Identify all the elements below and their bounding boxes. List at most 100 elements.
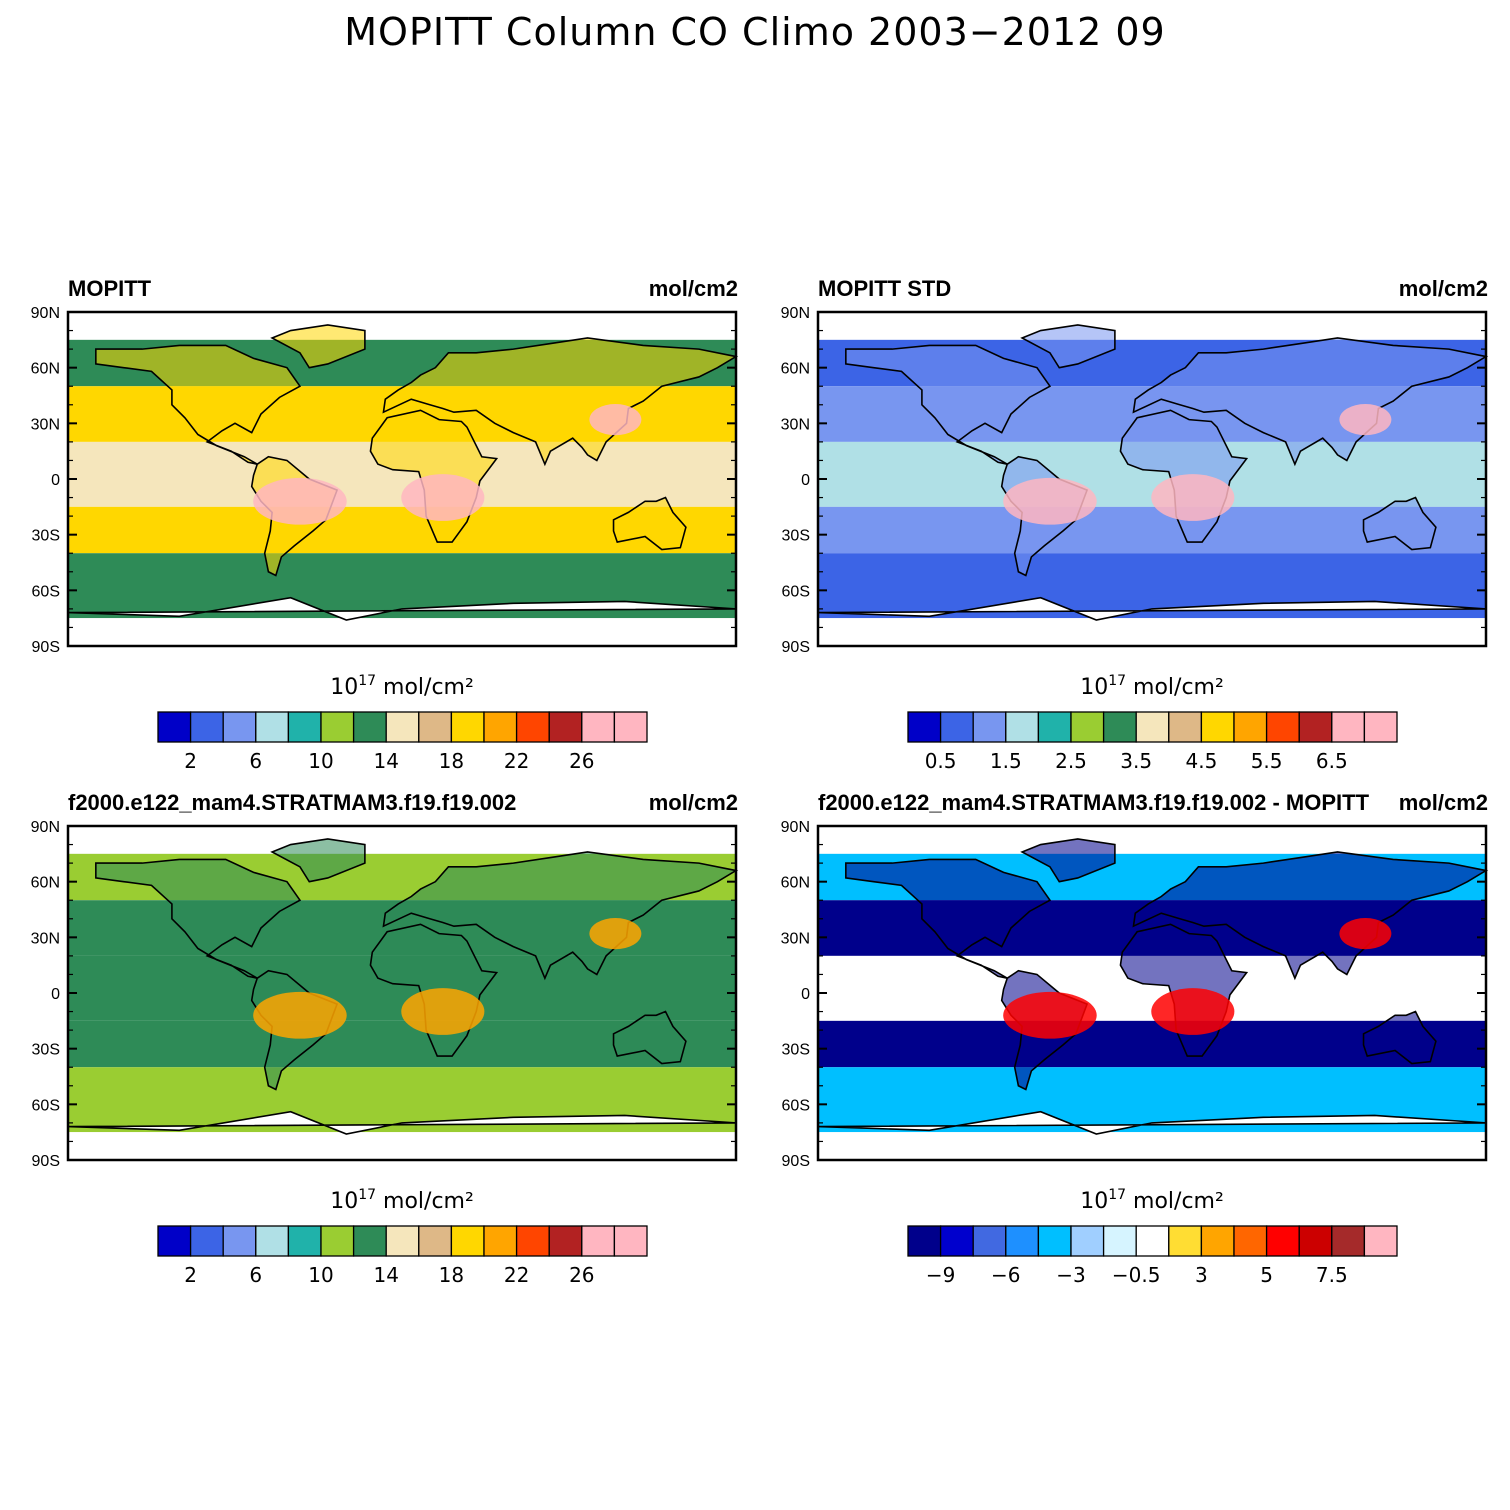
hotspot-region [253,991,347,1039]
coastline [67,596,737,621]
colorbar-box [450,711,485,743]
colorbar-box [907,1225,942,1257]
field-band [818,1132,1486,1160]
colorbar-box [1265,1225,1300,1257]
colorbar-box [320,711,355,743]
lat-label: 90N [31,305,60,322]
colorbar-tick-label: 1.5 [990,749,1022,773]
colorbar-box [1331,1225,1366,1257]
lat-label: 30S [32,528,60,545]
colorbar-tick-label: 4.5 [1185,749,1217,773]
colorbar-box [352,1225,387,1257]
colorbar-box [939,711,974,743]
panel-left-title: f2000.e122_mam4.STRATMAM3.f19.f19.002 [68,790,517,815]
figure-title: MOPITT Column CO Climo 2003−2012 09 [344,10,1166,54]
field-band [68,1132,736,1160]
lat-label: 90S [32,1153,60,1170]
lat-label: 60S [782,583,810,600]
lat-label: 60N [31,361,60,378]
colorbar-box [287,711,322,743]
colorbar-box [1070,711,1105,743]
coastline [67,1110,737,1135]
colorbar-box [1233,1225,1268,1257]
colorbar-tick-label: 14 [373,749,398,773]
coastline [270,838,366,883]
colorbar-title: 1017 mol/cm² [330,673,474,700]
map-chart: 90N 60N 30N 0 30S 60S 90S 1017 mol/cm² 0.5 1.5 2.5… [781,305,1489,773]
colorbar-box [418,711,453,743]
colorbar-box [972,711,1007,743]
colorbar-box [385,711,420,743]
hotspot-region [1003,991,1097,1039]
colorbar-box [613,1225,648,1257]
coastline [845,858,1052,979]
lat-label: 30S [32,1042,60,1059]
hotspot-region [589,918,642,950]
colorbar-tick-label: 0.5 [925,749,957,773]
colorbar-box [1200,711,1235,743]
field-band [818,826,1486,854]
field-band [818,618,1486,646]
colorbar-box [418,1225,453,1257]
panel-unit-title: mol/cm2 [1398,276,1488,301]
colorbar-tick-label: 2.5 [1055,749,1087,773]
colorbar-tick-label: 22 [504,749,529,773]
colorbar-box [907,711,942,743]
colorbar-box [1135,1225,1170,1257]
colorbar-tick-label: 7.5 [1316,1263,1348,1287]
coastline [612,1010,687,1065]
colorbar-box [1363,1225,1398,1257]
panel-left-title: MOPITT STD [818,276,952,301]
colorbar-box [1298,1225,1333,1257]
lat-label: 30N [31,416,60,433]
colorbar-box [515,711,550,743]
panel-mopitt-std: MOPITT STD mol/cm2 90N 60N 30N 0 30S 60S 90S 10… [750,276,1490,817]
colorbar-tick-label: 14 [373,1263,398,1287]
coastline [1362,1010,1437,1065]
panel-unit-title: mol/cm2 [1398,790,1488,815]
colorbar-box [255,1225,290,1257]
coastline [612,496,687,551]
coastline [845,344,1052,465]
colorbar-tick-label: 10 [308,1263,333,1287]
colorbar-box [483,1225,518,1257]
panel-mopitt: MOPITT mol/cm2 90N 60N 30N 0 30S 60S 90S 1017 m… [0,276,740,817]
colorbar-title: 1017 mol/cm² [330,1187,474,1214]
lat-label: 60S [782,1097,810,1114]
lat-label: 60N [781,875,810,892]
coastline [95,858,302,979]
hotspot-region [1339,918,1392,950]
lat-label: 90S [782,1153,810,1170]
hotspot-region [253,477,347,525]
map-chart: 90N 60N 30N 0 30S 60S 90S 1017 mol/cm² −9 −6 −3 −0.… [781,819,1489,1287]
colorbar-box [939,1225,974,1257]
coastline [95,344,302,465]
colorbar-box [1331,711,1366,743]
colorbar-title: 1017 mol/cm² [1080,673,1224,700]
colorbar-box [1233,711,1268,743]
colorbar-box [613,711,648,743]
colorbar-box [1168,711,1203,743]
coastline [382,851,739,981]
field-band [68,312,736,340]
colorbar-box [1298,711,1333,743]
lat-label: 60S [32,1097,60,1114]
colorbar-box [972,1225,1007,1257]
colorbar-tick-label: 3 [1195,1263,1208,1287]
colorbar-box [189,711,224,743]
coastline [817,1110,1487,1135]
colorbar-box [1102,711,1137,743]
coastline [1020,324,1116,369]
colorbar-box [157,711,192,743]
colorbar-tick-label: 3.5 [1120,749,1152,773]
colorbar-tick-label: 5.5 [1251,749,1283,773]
lat-label: 90S [782,639,810,656]
lat-label: 60N [31,875,60,892]
hotspot-region [401,988,485,1035]
hotspot-region [589,404,642,436]
lat-label: 60S [32,583,60,600]
lat-label: 30N [781,930,810,947]
colorbar-tick-label: −9 [926,1263,955,1287]
